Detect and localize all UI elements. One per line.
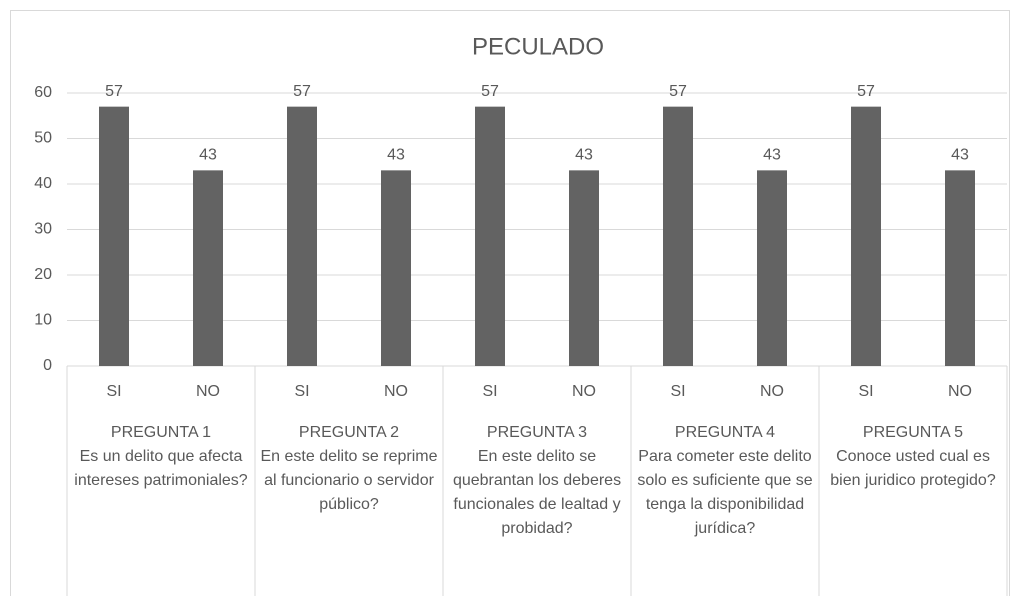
data-label: 57 [857, 83, 875, 100]
data-label: 57 [293, 83, 311, 100]
bar [475, 106, 505, 367]
y-tick-label: 40 [34, 175, 52, 192]
x-tick-label: SI [482, 383, 497, 400]
group-question: Es un delito que afecta intereses patrim… [74, 448, 248, 489]
group-title: PREGUNTA 5 [862, 424, 964, 441]
y-tick-label: 20 [34, 266, 52, 283]
group-label: PREGUNTA 4 Para cometer este delito solo … [635, 421, 815, 541]
x-tick-label: NO [384, 383, 408, 400]
group-question: Conoce usted cual es bien juridico prote… [830, 448, 996, 489]
x-tick-label: NO [572, 383, 596, 400]
bar [663, 106, 693, 367]
data-label: 57 [669, 83, 687, 100]
y-tick-label: 30 [34, 221, 52, 238]
group-title: PREGUNTA 3 [486, 424, 588, 441]
data-label: 43 [575, 147, 593, 164]
group-question: En este delito se reprime al funcionario… [260, 448, 438, 513]
chart-title: PECULADO [472, 33, 604, 60]
bar [757, 170, 787, 366]
group-label: PREGUNTA 2 En este delito se reprime al f… [259, 421, 439, 517]
group-label: PREGUNTA 1 Es un delito que afecta intere… [71, 421, 251, 493]
x-tick-label: SI [294, 383, 309, 400]
bar [851, 106, 881, 367]
group-label: PREGUNTA 3 En este delito se quebrantan l… [447, 421, 627, 541]
x-tick-label: NO [760, 383, 784, 400]
data-label: 43 [199, 147, 217, 164]
data-label: 43 [763, 147, 781, 164]
x-tick-label: SI [670, 383, 685, 400]
chart-border [10, 10, 1010, 596]
x-tick-label: NO [948, 383, 972, 400]
group-label: PREGUNTA 5 Conoce usted cual es bien juri… [823, 421, 1003, 493]
y-tick-label: 60 [34, 84, 52, 101]
x-tick-label: SI [858, 383, 873, 400]
group-title: PREGUNTA 1 [110, 424, 212, 441]
bar [569, 170, 599, 366]
y-tick-label: 10 [34, 312, 52, 329]
x-tick-label: SI [106, 383, 121, 400]
data-label: 57 [481, 83, 499, 100]
bar [381, 170, 411, 366]
bar [945, 170, 975, 366]
group-title: PREGUNTA 4 [674, 424, 776, 441]
bar [99, 106, 129, 367]
group-question: Para cometer este delito solo es suficie… [637, 448, 813, 537]
data-label: 43 [951, 147, 969, 164]
data-label: 43 [387, 147, 405, 164]
bar [287, 106, 317, 367]
y-tick-label: 50 [34, 130, 52, 147]
data-label: 57 [105, 83, 123, 100]
group-title: PREGUNTA 2 [298, 424, 400, 441]
bar [193, 170, 223, 366]
group-question: En este delito se quebrantan los deberes… [452, 448, 622, 537]
y-tick-label: 0 [43, 357, 52, 374]
x-tick-label: NO [196, 383, 220, 400]
